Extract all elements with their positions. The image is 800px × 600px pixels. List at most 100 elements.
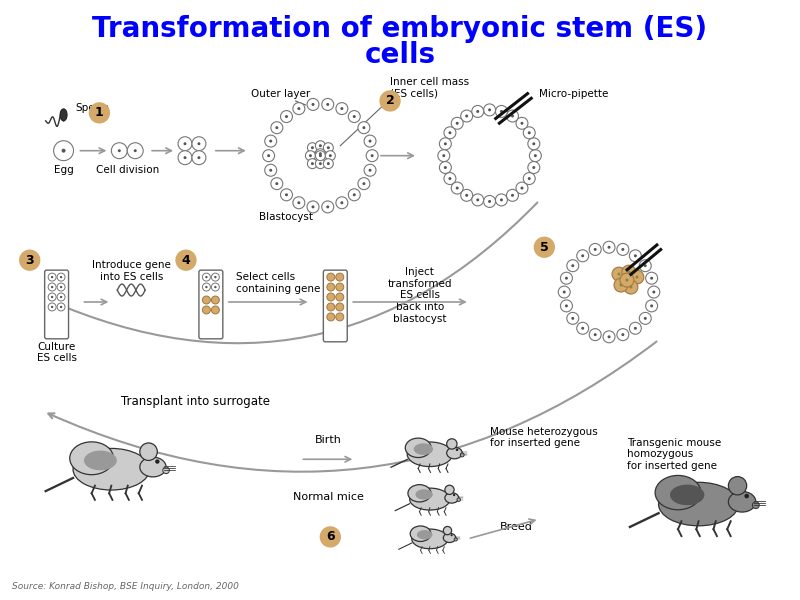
Circle shape xyxy=(472,194,484,206)
Circle shape xyxy=(523,127,535,139)
Circle shape xyxy=(528,138,540,150)
Circle shape xyxy=(582,327,584,330)
Circle shape xyxy=(460,453,464,457)
Circle shape xyxy=(650,304,653,307)
Circle shape xyxy=(178,137,192,151)
Circle shape xyxy=(327,303,335,311)
Text: Micro-pipette: Micro-pipette xyxy=(539,89,609,99)
Circle shape xyxy=(202,273,210,281)
Circle shape xyxy=(630,270,644,284)
Circle shape xyxy=(319,154,322,157)
Circle shape xyxy=(521,187,523,190)
Circle shape xyxy=(140,443,158,460)
Circle shape xyxy=(561,272,573,284)
Circle shape xyxy=(635,275,638,278)
Circle shape xyxy=(488,109,491,112)
Circle shape xyxy=(270,140,272,143)
Circle shape xyxy=(265,164,277,176)
Circle shape xyxy=(444,127,456,139)
Circle shape xyxy=(57,293,65,301)
Circle shape xyxy=(639,260,651,272)
Circle shape xyxy=(634,254,637,257)
Circle shape xyxy=(298,107,300,110)
Circle shape xyxy=(521,122,523,125)
Circle shape xyxy=(336,103,348,115)
Circle shape xyxy=(445,485,454,494)
Circle shape xyxy=(51,296,54,298)
Circle shape xyxy=(306,151,315,161)
Circle shape xyxy=(495,106,507,118)
Ellipse shape xyxy=(60,109,67,121)
Circle shape xyxy=(198,142,201,145)
Circle shape xyxy=(118,149,121,152)
Circle shape xyxy=(271,122,282,134)
Ellipse shape xyxy=(655,475,701,510)
Circle shape xyxy=(603,241,615,253)
Circle shape xyxy=(442,154,446,157)
Circle shape xyxy=(523,173,535,185)
Circle shape xyxy=(614,278,628,292)
Circle shape xyxy=(558,286,570,298)
Circle shape xyxy=(183,142,186,145)
Circle shape xyxy=(57,303,65,311)
Circle shape xyxy=(311,162,314,165)
Circle shape xyxy=(214,276,217,278)
Circle shape xyxy=(465,115,468,118)
Circle shape xyxy=(315,141,326,151)
Circle shape xyxy=(571,317,574,320)
Circle shape xyxy=(534,154,537,157)
Text: Cell division: Cell division xyxy=(96,164,159,175)
Text: Transgenic mouse
homozygous
for inserted gene: Transgenic mouse homozygous for inserted… xyxy=(627,437,721,471)
Circle shape xyxy=(476,110,479,113)
Circle shape xyxy=(57,283,65,291)
Circle shape xyxy=(90,103,110,123)
Circle shape xyxy=(353,115,356,118)
Circle shape xyxy=(336,293,344,301)
Circle shape xyxy=(48,293,56,301)
Text: 3: 3 xyxy=(26,254,34,266)
Circle shape xyxy=(506,110,518,122)
Text: Transformation of embryonic stem (ES): Transformation of embryonic stem (ES) xyxy=(93,16,707,43)
Circle shape xyxy=(622,248,624,251)
Circle shape xyxy=(577,250,589,262)
Circle shape xyxy=(202,296,210,304)
Circle shape xyxy=(322,201,334,213)
Circle shape xyxy=(590,244,601,256)
Circle shape xyxy=(51,306,54,308)
Circle shape xyxy=(307,98,319,110)
Ellipse shape xyxy=(658,482,738,526)
Circle shape xyxy=(319,144,322,147)
Circle shape xyxy=(336,197,348,209)
Ellipse shape xyxy=(728,491,756,512)
Circle shape xyxy=(327,162,330,165)
Circle shape xyxy=(506,190,518,201)
Ellipse shape xyxy=(417,530,433,539)
Circle shape xyxy=(449,131,451,134)
Ellipse shape xyxy=(410,526,431,541)
FancyBboxPatch shape xyxy=(323,270,347,342)
Circle shape xyxy=(326,205,330,208)
Circle shape xyxy=(60,286,62,288)
Circle shape xyxy=(176,250,196,270)
Circle shape xyxy=(358,122,370,134)
Circle shape xyxy=(192,137,206,151)
Circle shape xyxy=(134,149,137,152)
Circle shape xyxy=(528,161,540,173)
Ellipse shape xyxy=(412,529,448,549)
Circle shape xyxy=(307,201,319,213)
Circle shape xyxy=(369,169,371,172)
Circle shape xyxy=(639,313,651,325)
Circle shape xyxy=(622,333,624,336)
Circle shape xyxy=(111,143,127,158)
Circle shape xyxy=(603,331,615,343)
Circle shape xyxy=(626,278,629,281)
Circle shape xyxy=(451,118,463,129)
Ellipse shape xyxy=(408,485,431,502)
Text: 4: 4 xyxy=(182,254,190,266)
Circle shape xyxy=(461,190,473,201)
Circle shape xyxy=(446,439,457,449)
Circle shape xyxy=(60,296,62,298)
Ellipse shape xyxy=(446,447,462,459)
Circle shape xyxy=(307,143,318,152)
Circle shape xyxy=(484,196,495,208)
